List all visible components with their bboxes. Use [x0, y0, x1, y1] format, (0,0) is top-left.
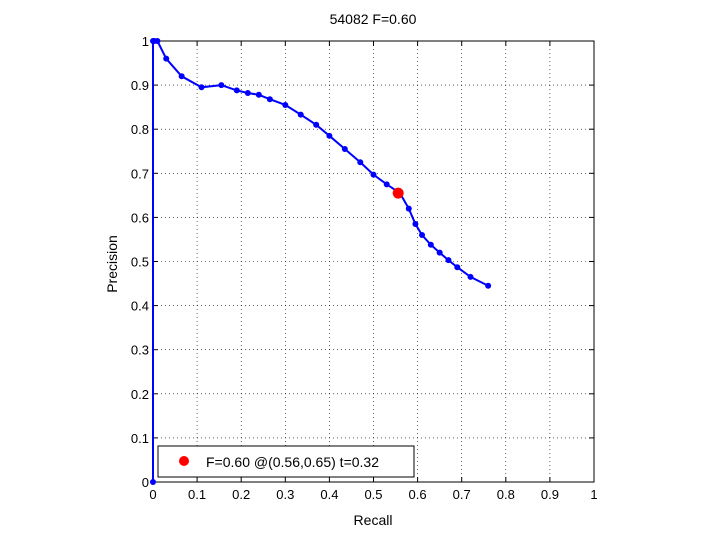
data-point: [244, 90, 251, 97]
data-point: [326, 132, 333, 139]
data-point: [419, 232, 426, 239]
x-tick-label: 0.9: [541, 487, 559, 502]
data-point: [255, 91, 262, 98]
data-point: [154, 38, 161, 44]
x-tick-label: 0.3: [276, 487, 294, 502]
y-tick-label: 1: [142, 34, 149, 49]
data-point: [233, 87, 240, 94]
data-point: [436, 249, 443, 256]
data-point: [150, 479, 156, 485]
data-point: [266, 96, 273, 103]
y-axis-label: Precision: [104, 235, 120, 293]
data-point: [218, 82, 225, 89]
y-tick-label: 0.2: [131, 387, 149, 402]
data-point: [282, 101, 289, 108]
x-tick-label: 0.8: [497, 487, 515, 502]
y-tick-label: 0: [142, 475, 149, 490]
legend: F=0.60 @(0.56,0.65) t=0.32: [157, 445, 415, 478]
x-tick-label: 0.1: [188, 487, 206, 502]
y-tick-label: 0.6: [131, 210, 149, 225]
x-tick-label: 0: [149, 487, 156, 502]
best-point-group: [392, 187, 404, 199]
data-point: [163, 55, 170, 62]
data-point: [198, 84, 205, 91]
y-tick-label: 0.4: [131, 299, 149, 314]
data-point: [412, 221, 419, 228]
x-tick-label: 1: [590, 487, 597, 502]
legend-box: [157, 445, 415, 478]
data-point: [341, 146, 348, 153]
data-point: [357, 159, 364, 166]
x-tick-label: 0.5: [364, 487, 382, 502]
x-tick-labels: 0 0.1 0.2 0.3 0.4 0.5 0.6 0.7 0.8 0.9 1: [149, 487, 597, 502]
data-point: [485, 282, 492, 289]
data-point: [178, 73, 185, 80]
data-point: [313, 121, 320, 128]
data-point: [427, 241, 434, 248]
y-tick-label: 0.8: [131, 122, 149, 137]
y-tick-labels: 0 0.1 0.2 0.3 0.4 0.5 0.6 0.7 0.8 0.9 1: [131, 34, 149, 490]
data-point: [405, 205, 412, 212]
x-tick-label: 0.4: [320, 487, 338, 502]
x-tick-label: 0.6: [409, 487, 427, 502]
y-tick-label: 0.5: [131, 255, 149, 270]
data-point: [454, 264, 461, 271]
legend-marker: [179, 456, 189, 466]
data-point: [370, 171, 377, 178]
y-tick-label: 0.7: [131, 166, 149, 181]
data-point: [297, 111, 304, 118]
x-tick-label: 0.7: [453, 487, 471, 502]
data-point: [445, 257, 452, 264]
y-tick-label: 0.9: [131, 78, 149, 93]
y-tick-label: 0.3: [131, 343, 149, 358]
chart-title: 54082 F=0.60: [330, 11, 417, 27]
y-tick-label: 0.1: [131, 431, 149, 446]
best-f-point: [392, 187, 404, 199]
x-axis-label: Recall: [354, 512, 393, 528]
data-point: [467, 273, 474, 280]
legend-entry: F=0.60 @(0.56,0.65) t=0.32: [206, 454, 379, 470]
data-point: [383, 181, 390, 188]
x-tick-label: 0.2: [232, 487, 250, 502]
